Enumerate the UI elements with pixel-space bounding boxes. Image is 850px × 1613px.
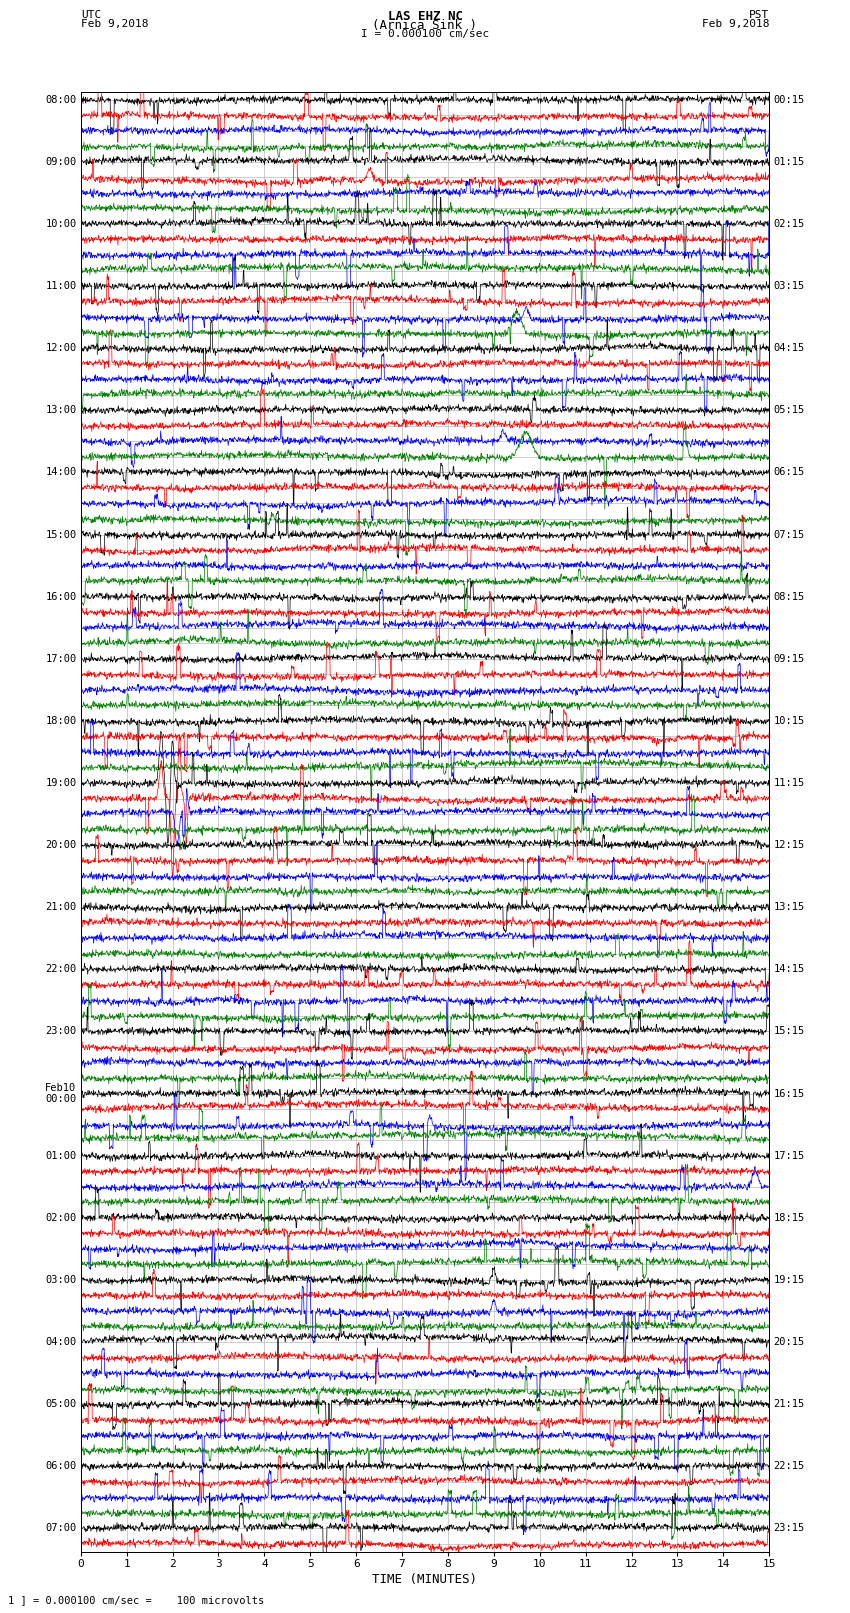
Text: Feb 9,2018: Feb 9,2018 — [81, 19, 148, 29]
Text: Feb 9,2018: Feb 9,2018 — [702, 19, 769, 29]
Text: I = 0.000100 cm/sec: I = 0.000100 cm/sec — [361, 29, 489, 39]
Text: PST: PST — [749, 10, 769, 19]
Text: LAS EHZ NC: LAS EHZ NC — [388, 10, 462, 23]
X-axis label: TIME (MINUTES): TIME (MINUTES) — [372, 1573, 478, 1586]
Text: (Arnica Sink ): (Arnica Sink ) — [372, 19, 478, 32]
Text: 1 ] = 0.000100 cm/sec =    100 microvolts: 1 ] = 0.000100 cm/sec = 100 microvolts — [8, 1595, 264, 1605]
Text: UTC: UTC — [81, 10, 101, 19]
